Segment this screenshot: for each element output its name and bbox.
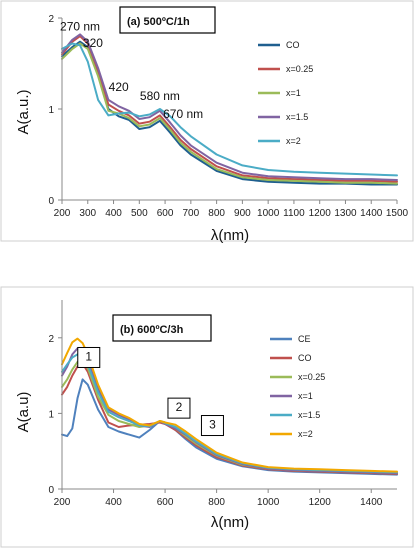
- chart-a-xlabel: λ(nm): [211, 227, 249, 244]
- y-tick-label: 0: [48, 485, 54, 496]
- legend-label: x=2: [298, 429, 313, 439]
- x-tick-label: 1400: [360, 208, 383, 219]
- series-line-x-1-5: [61, 33, 398, 181]
- legend-label: x=0.25: [286, 64, 313, 74]
- x-tick-label: 400: [105, 497, 122, 508]
- x-tick-label: 1000: [257, 208, 280, 219]
- x-tick-label: 700: [183, 208, 200, 219]
- x-tick-label: 800: [208, 208, 225, 219]
- x-tick-label: 600: [157, 208, 174, 219]
- chart-a-title-box: [119, 6, 216, 34]
- annotation-label: 270 nm: [60, 20, 100, 34]
- x-tick-label: 1400: [360, 497, 383, 508]
- chart-a-title: (a) 500ºC/1h: [127, 16, 190, 28]
- annotation-label: 1: [85, 349, 92, 363]
- x-tick-label: 500: [131, 208, 148, 219]
- chart-b-title: (b) 600ºC/3h: [120, 324, 184, 336]
- x-tick-label: 1200: [309, 208, 332, 219]
- x-tick-label: 200: [54, 208, 71, 219]
- annotation-label: 670 nm: [163, 107, 203, 121]
- series-line-x-2: [61, 337, 398, 473]
- y-tick-label: 2: [48, 14, 54, 25]
- x-tick-label: 1100: [283, 208, 305, 219]
- annotation-box: [200, 415, 224, 437]
- x-tick-label: 1300: [334, 208, 357, 219]
- panel-a-border: [0, 0, 414, 242]
- y-tick-label: 0: [48, 196, 54, 207]
- x-tick-label: 1000: [257, 497, 280, 508]
- x-tick-label: 600: [157, 497, 174, 508]
- x-tick-label: 300: [79, 208, 96, 219]
- annotation-label: 2: [176, 400, 183, 414]
- x-tick-label: 800: [208, 497, 225, 508]
- legend-label: x=2: [286, 136, 301, 146]
- x-tick-label: 200: [54, 497, 71, 508]
- x-tick-label: 900: [234, 208, 251, 219]
- series-line-x-1: [61, 42, 398, 185]
- legend-label: CO: [286, 40, 300, 50]
- legend-label: x=0.25: [298, 372, 325, 382]
- panel-b: 200 400 600 800 1000 1200 1400 0 1 2 1 2 3 CE CO x=0.…: [0, 286, 414, 548]
- annotation-label: 580 nm: [140, 89, 180, 103]
- annotation-label: 3: [209, 418, 216, 432]
- annotation-box: [167, 397, 191, 419]
- panel-a: 200 300 400 500 600 700 800 900 1000 1100 1200 1300…: [0, 0, 414, 244]
- chart-b-title-box: [112, 314, 212, 342]
- legend-label: x=1: [298, 391, 313, 401]
- chart-b-xlabel: λ(nm): [211, 514, 249, 531]
- legend-label: x=1: [286, 88, 301, 98]
- series-line-x-2: [61, 42, 398, 177]
- y-tick-label: 1: [48, 105, 54, 116]
- y-tick-label: 1: [48, 409, 54, 420]
- x-tick-label: 400: [105, 208, 122, 219]
- legend-label: CE: [298, 334, 311, 344]
- y-tick-label: 2: [48, 334, 54, 345]
- annotation-label: 420: [109, 80, 129, 94]
- x-tick-label: 1200: [309, 497, 332, 508]
- annotation-box: [77, 346, 101, 368]
- x-tick-label: 1500: [386, 208, 409, 219]
- chart-b-ylabel: A(a.u): [15, 392, 32, 433]
- legend-label: CO: [298, 353, 312, 363]
- legend-label: x=1.5: [298, 410, 320, 420]
- legend-label: x=1.5: [286, 112, 308, 122]
- annotation-label: 320: [83, 36, 103, 50]
- chart-a-ylabel: A(a.u.): [15, 89, 32, 134]
